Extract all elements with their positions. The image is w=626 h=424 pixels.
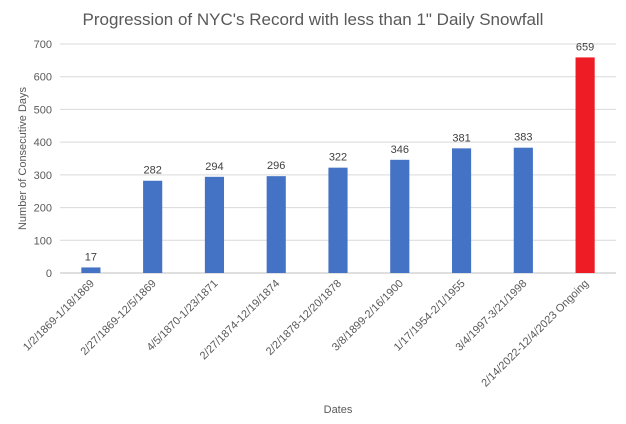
- data-label: 322: [329, 152, 347, 164]
- y-tick-label: 0: [46, 268, 52, 280]
- bar: [328, 167, 348, 273]
- data-label: 282: [143, 165, 161, 177]
- y-tick-label: 700: [34, 39, 52, 51]
- bar: [143, 180, 163, 273]
- data-label: 294: [205, 161, 223, 173]
- chart-title: Progression of NYC's Record with less th…: [83, 10, 544, 29]
- y-axis-label: Number of Consecutive Days: [17, 86, 29, 230]
- data-label: 346: [391, 144, 409, 156]
- data-label: 296: [267, 160, 285, 172]
- x-tick-label: 2/14/2022-12/4/2023 Ongoing: [479, 278, 591, 390]
- y-tick-label: 500: [34, 104, 52, 116]
- data-label: 17: [85, 251, 97, 263]
- y-tick-label: 100: [34, 235, 52, 247]
- data-labels: 17 282 294 296 322 346 381 383 659: [85, 41, 595, 263]
- bar: [204, 176, 225, 273]
- bar: [390, 159, 410, 273]
- y-tick-label: 300: [34, 170, 52, 182]
- y-axis-ticks: 0 100 200 300 400 500 600 700: [34, 39, 52, 280]
- y-tick-label: 200: [34, 203, 52, 215]
- bar: [513, 147, 533, 273]
- bar: [81, 267, 101, 273]
- bar: [451, 148, 472, 273]
- y-tick-label: 400: [34, 137, 52, 149]
- bar: [266, 176, 286, 273]
- data-label: 381: [452, 132, 470, 144]
- data-label: 659: [576, 41, 594, 53]
- data-label: 383: [514, 132, 532, 144]
- bar: [575, 57, 595, 273]
- bars: [81, 57, 595, 273]
- y-tick-label: 600: [34, 72, 52, 84]
- x-axis-category-labels: 1/2/1869-1/18/18692/27/1869-12/5/18694/5…: [21, 278, 591, 390]
- x-axis-label: Dates: [324, 404, 353, 416]
